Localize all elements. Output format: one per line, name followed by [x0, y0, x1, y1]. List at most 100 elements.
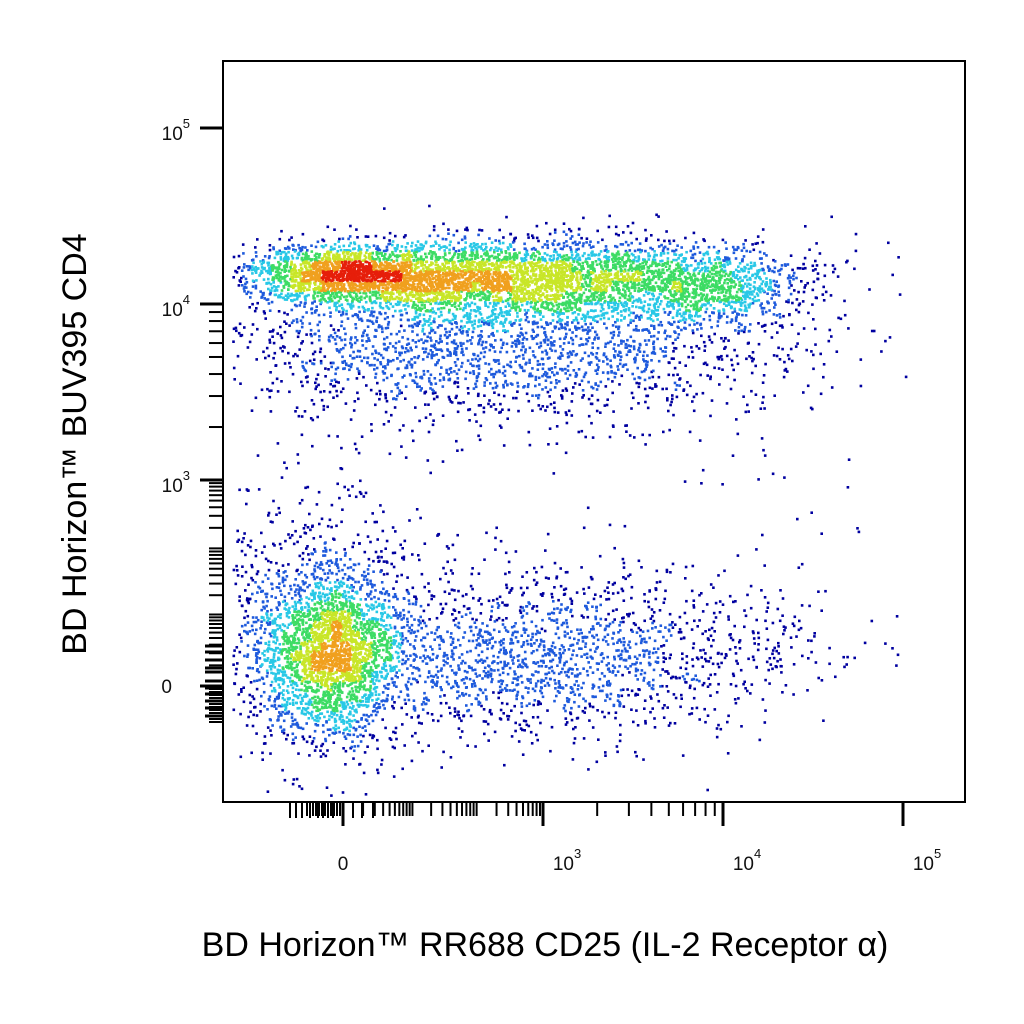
event-dot	[566, 355, 570, 359]
event-dot	[402, 555, 406, 559]
event-dot	[580, 686, 583, 690]
event-dot	[542, 648, 546, 652]
event-dot	[617, 368, 620, 371]
event-dot	[259, 627, 262, 630]
event-dot	[633, 360, 637, 364]
event-dot	[296, 584, 300, 587]
event-dot	[281, 729, 284, 733]
event-dot	[569, 712, 573, 716]
event-dot	[609, 331, 613, 335]
event-dot	[665, 387, 668, 391]
event-dot	[316, 373, 320, 376]
event-dot	[760, 589, 763, 592]
event-dot	[276, 442, 280, 445]
event-dot	[792, 693, 795, 696]
event-dot	[668, 335, 672, 338]
event-dot	[458, 644, 462, 647]
event-dot	[339, 390, 343, 394]
event-dot	[707, 335, 711, 338]
event-dot	[525, 723, 529, 727]
event-dot	[452, 247, 455, 251]
event-dot	[486, 673, 490, 677]
event-dot	[641, 630, 645, 633]
event-dot	[385, 699, 389, 703]
event-dot	[688, 686, 692, 690]
event-dot	[377, 325, 381, 329]
event-dot	[504, 629, 508, 632]
event-dot	[651, 614, 654, 618]
event-dot	[384, 686, 388, 690]
event-dot	[618, 362, 622, 366]
event-dot	[508, 591, 511, 594]
event-dot	[403, 597, 406, 600]
event-dot	[466, 339, 469, 343]
event-dot	[245, 292, 248, 296]
event-dot	[592, 318, 595, 322]
event-dot	[545, 372, 549, 375]
event-dot	[780, 264, 784, 267]
event-dot	[412, 699, 416, 702]
event-dot	[317, 585, 320, 589]
event-dot	[409, 664, 413, 667]
event-dot	[533, 689, 537, 693]
event-dot	[669, 571, 672, 574]
event-dot	[301, 557, 305, 561]
event-dot	[730, 319, 734, 322]
event-dot	[359, 317, 363, 321]
event-dot	[561, 667, 564, 671]
event-dot	[375, 316, 379, 319]
event-dot	[377, 597, 380, 601]
event-dot	[689, 684, 692, 688]
event-dot	[406, 667, 409, 670]
event-dot	[784, 684, 788, 687]
event-dot	[701, 257, 705, 261]
event-dot	[269, 561, 273, 564]
event-dot	[290, 308, 294, 312]
event-dot	[609, 692, 613, 696]
event-dot	[371, 719, 375, 723]
event-dot	[442, 222, 445, 226]
event-dot	[729, 683, 733, 686]
event-dot	[589, 361, 593, 364]
event-dot	[720, 358, 724, 361]
event-dot	[285, 575, 289, 578]
event-dot	[359, 740, 363, 743]
event-dot	[411, 672, 414, 675]
event-dot	[660, 645, 663, 648]
event-dot	[509, 642, 512, 645]
event-dot	[495, 384, 499, 388]
event-dot	[536, 661, 540, 664]
event-dot	[641, 433, 644, 437]
event-dot	[463, 669, 467, 673]
event-dot	[417, 669, 421, 672]
event-dot	[366, 583, 369, 586]
event-dot	[376, 249, 380, 252]
event-dot	[497, 616, 501, 620]
event-dot	[614, 350, 617, 353]
event-dot	[611, 637, 614, 640]
event-dot	[491, 372, 495, 376]
event-dot	[237, 331, 241, 335]
event-dot	[450, 655, 453, 658]
event-dot	[605, 326, 608, 330]
event-dot	[580, 343, 584, 346]
event-dot	[269, 410, 273, 413]
event-dot	[301, 551, 305, 555]
event-dot	[404, 347, 408, 350]
event-dot	[597, 662, 600, 665]
event-dot	[447, 228, 450, 231]
event-dot	[366, 361, 369, 364]
event-dot	[543, 243, 547, 246]
event-dot	[269, 371, 272, 374]
event-dot	[295, 329, 299, 333]
event-dot	[488, 399, 491, 402]
event-dot	[703, 239, 706, 243]
event-dot	[640, 316, 643, 319]
event-dot	[535, 236, 539, 240]
event-dot	[644, 249, 647, 253]
event-dot	[642, 328, 645, 331]
event-dot	[366, 356, 370, 360]
event-dot	[267, 640, 271, 644]
event-dot	[468, 408, 472, 411]
event-dot	[674, 338, 677, 341]
